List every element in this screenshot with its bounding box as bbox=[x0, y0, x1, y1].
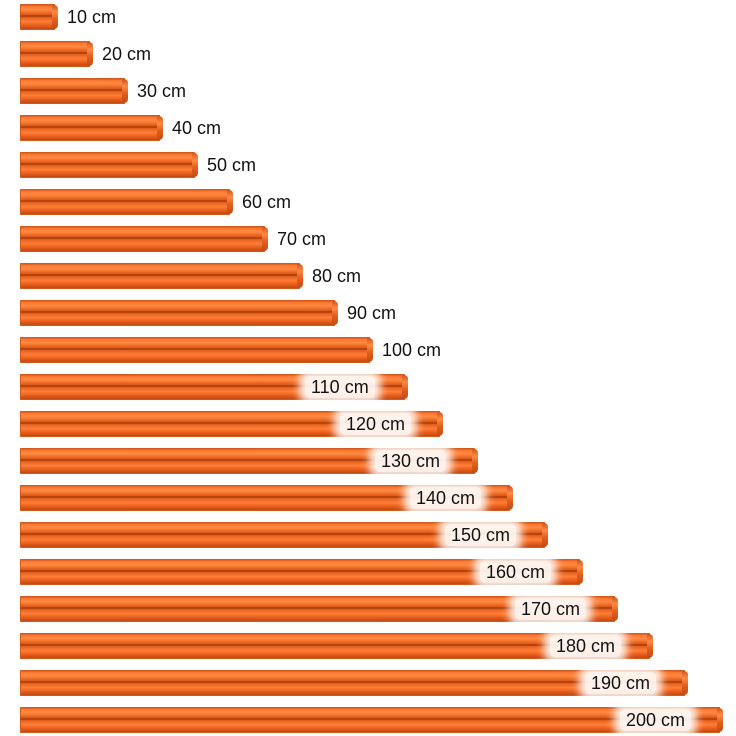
rod-label-20cm: 20 cm bbox=[102, 44, 152, 64]
rod-label-140cm: 140 cm bbox=[410, 487, 482, 509]
rod-50cm bbox=[20, 152, 198, 178]
rod-label-80cm: 80 cm bbox=[312, 266, 362, 286]
rod-30cm bbox=[20, 78, 128, 104]
rod-label-150cm: 150 cm bbox=[445, 524, 517, 546]
rod-190cm bbox=[20, 670, 688, 696]
rod-90cm bbox=[20, 300, 338, 326]
rod-70cm bbox=[20, 226, 268, 252]
rod-label-170cm: 170 cm bbox=[515, 598, 587, 620]
rod-label-30cm: 30 cm bbox=[137, 81, 187, 101]
rod-label-70cm: 70 cm bbox=[277, 229, 327, 249]
rod-label-120cm: 120 cm bbox=[340, 413, 412, 435]
rod-100cm bbox=[20, 337, 373, 363]
rod-40cm bbox=[20, 115, 163, 141]
rod-label-60cm: 60 cm bbox=[242, 192, 292, 212]
rod-label-10cm: 10 cm bbox=[67, 7, 117, 27]
rod-10cm bbox=[20, 4, 58, 30]
rod-label-90cm: 90 cm bbox=[347, 303, 397, 323]
rod-label-190cm: 190 cm bbox=[585, 672, 657, 694]
rod-label-160cm: 160 cm bbox=[480, 561, 552, 583]
rod-label-40cm: 40 cm bbox=[172, 118, 222, 138]
rod-180cm bbox=[20, 633, 653, 659]
rod-label-200cm: 200 cm bbox=[620, 709, 692, 731]
rod-200cm bbox=[20, 707, 723, 733]
rod-80cm bbox=[20, 263, 303, 289]
rod-60cm bbox=[20, 189, 233, 215]
rod-label-50cm: 50 cm bbox=[207, 155, 257, 175]
rod-label-130cm: 130 cm bbox=[375, 450, 447, 472]
rod-label-110cm: 110 cm bbox=[305, 376, 375, 398]
rod-label-180cm: 180 cm bbox=[550, 635, 622, 657]
rod-20cm bbox=[20, 41, 93, 67]
rod-label-100cm: 100 cm bbox=[382, 340, 442, 360]
